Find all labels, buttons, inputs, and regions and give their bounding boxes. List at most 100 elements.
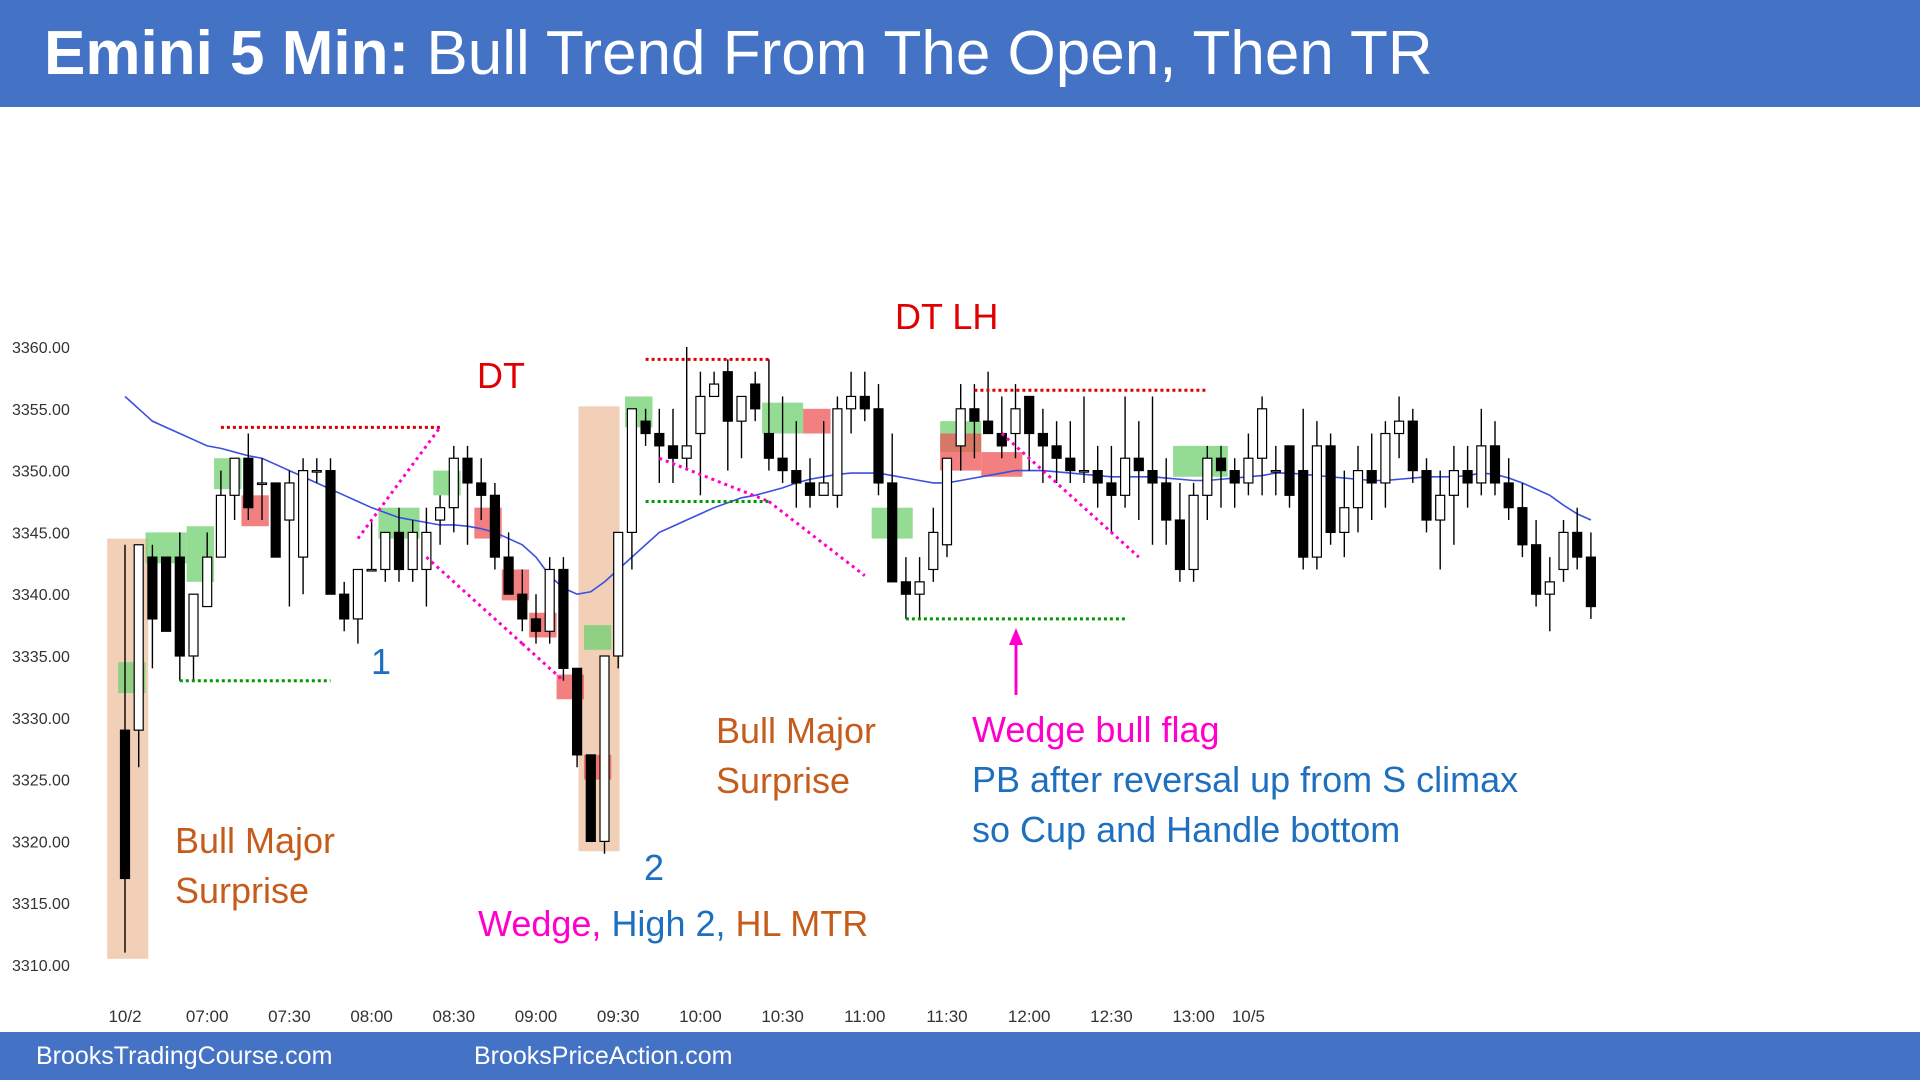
bull-candle bbox=[366, 568, 377, 572]
bull-candle bbox=[1393, 420, 1405, 435]
wedge-line bbox=[521, 642, 565, 682]
y-tick-label: 3355.00 bbox=[12, 402, 70, 419]
bear-candle bbox=[873, 408, 884, 484]
bear-candle bbox=[1051, 445, 1062, 459]
bear-candle bbox=[489, 494, 500, 558]
title-bar bbox=[0, 0, 1920, 107]
bear-candle bbox=[1284, 445, 1295, 496]
y-tick-label: 3310.00 bbox=[12, 958, 70, 975]
bear-candle bbox=[476, 482, 487, 496]
bear-candle bbox=[517, 593, 528, 620]
y-tick-label: 3335.00 bbox=[12, 649, 70, 666]
bull-candle bbox=[1448, 470, 1460, 496]
x-tick-label: 10/2 bbox=[108, 1007, 141, 1026]
bear-candle bbox=[558, 568, 569, 669]
footer-bar bbox=[0, 1032, 1920, 1080]
bear-candle bbox=[1133, 457, 1144, 472]
wedge-line bbox=[1000, 432, 1140, 559]
y-tick-label: 3320.00 bbox=[12, 834, 70, 851]
y-tick-label: 3350.00 bbox=[12, 464, 70, 481]
bull-candle bbox=[311, 470, 322, 473]
x-tick-label: 11:00 bbox=[844, 1007, 885, 1026]
bull-candle bbox=[1078, 470, 1090, 473]
bull-major-surprise-2-line1: Bull Major bbox=[716, 710, 877, 751]
bull-candle bbox=[736, 395, 747, 422]
bull-candle bbox=[1119, 457, 1131, 496]
bear-candle bbox=[1517, 507, 1528, 546]
bull-candle bbox=[599, 655, 610, 842]
bull-candle bbox=[1339, 507, 1350, 533]
x-tick-label: 10:30 bbox=[761, 1007, 804, 1026]
up-arrow-icon bbox=[1009, 628, 1023, 645]
bull-candle bbox=[188, 593, 199, 657]
bear-candle bbox=[640, 420, 651, 435]
footer-left-link[interactable]: BrooksTradingCourse.com bbox=[36, 1042, 333, 1070]
x-tick-label: 10/5 bbox=[1232, 1007, 1265, 1026]
bear-candle bbox=[791, 470, 802, 484]
label-2: 2 bbox=[644, 847, 665, 888]
bear-candle bbox=[1037, 432, 1049, 447]
bull-candle bbox=[955, 408, 966, 447]
bear-candle bbox=[763, 432, 775, 459]
wedge-high2-hlmtr-label: Wedge, High 2, HL MTR bbox=[478, 903, 868, 945]
wedge-line bbox=[767, 500, 866, 577]
x-tick-label: 12:30 bbox=[1090, 1007, 1133, 1026]
bear-candle bbox=[1092, 470, 1103, 484]
bull-candle bbox=[1352, 470, 1364, 509]
bear-candle bbox=[887, 482, 898, 583]
bull-candle bbox=[1243, 457, 1254, 484]
y-tick-label: 3360.00 bbox=[12, 340, 70, 357]
bull-candle bbox=[1188, 494, 1199, 571]
bull-candle bbox=[448, 457, 459, 509]
x-tick-label: 09:30 bbox=[597, 1007, 640, 1026]
bull-candle bbox=[1380, 432, 1391, 484]
label-1: 1 bbox=[371, 641, 392, 682]
bear-candle bbox=[270, 482, 281, 558]
bear-candle bbox=[325, 470, 336, 595]
bull-candle bbox=[818, 482, 829, 496]
bull-candle bbox=[298, 470, 309, 558]
bear-candle bbox=[1298, 470, 1309, 558]
wedge-label: Wedge, bbox=[478, 903, 602, 944]
x-tick-label: 07:30 bbox=[268, 1007, 311, 1026]
bear-candle bbox=[969, 408, 980, 422]
bear-candle bbox=[1407, 420, 1418, 472]
bear-candle bbox=[1325, 445, 1336, 534]
bull-candle bbox=[352, 568, 363, 620]
bear-candle bbox=[1161, 482, 1172, 521]
y-tick-label: 3325.00 bbox=[12, 773, 70, 790]
bear-candle bbox=[1572, 531, 1583, 558]
bull-candle bbox=[1202, 457, 1213, 496]
x-tick-label: 12:00 bbox=[1008, 1007, 1051, 1026]
wedge-line bbox=[356, 426, 442, 540]
bear-candle bbox=[1174, 519, 1186, 571]
bull-candle bbox=[1435, 494, 1446, 521]
bear-candle bbox=[243, 457, 254, 509]
bull-candle bbox=[681, 445, 692, 459]
bear-candle bbox=[804, 482, 816, 496]
bear-candle bbox=[174, 556, 185, 657]
bull-candle bbox=[1010, 408, 1021, 435]
x-tick-label: 08:00 bbox=[350, 1007, 393, 1026]
bull-candle bbox=[229, 457, 240, 496]
bull-candle bbox=[1544, 581, 1555, 595]
footer-right-link[interactable]: BrooksPriceAction.com bbox=[474, 1042, 733, 1070]
bear-candle bbox=[654, 432, 665, 447]
bear-candle bbox=[982, 420, 994, 435]
hl-mtr-label: HL MTR bbox=[735, 903, 869, 944]
ema-line bbox=[124, 395, 1592, 596]
y-tick-label: 3330.00 bbox=[12, 711, 70, 728]
bull-candle bbox=[544, 568, 555, 632]
bear-candle bbox=[900, 581, 912, 595]
pb-cup-handle-line1: PB after reversal up from S climax bbox=[972, 759, 1519, 800]
bear-candle bbox=[119, 729, 131, 880]
bull-candle bbox=[832, 408, 843, 496]
bull-candle bbox=[133, 544, 144, 731]
bear-candle bbox=[1503, 482, 1514, 509]
bull-candle bbox=[284, 482, 295, 521]
bull-candle bbox=[1256, 408, 1268, 459]
y-tick-label: 3345.00 bbox=[12, 525, 70, 542]
bear-candle bbox=[339, 593, 350, 620]
bull-candle bbox=[256, 482, 268, 486]
